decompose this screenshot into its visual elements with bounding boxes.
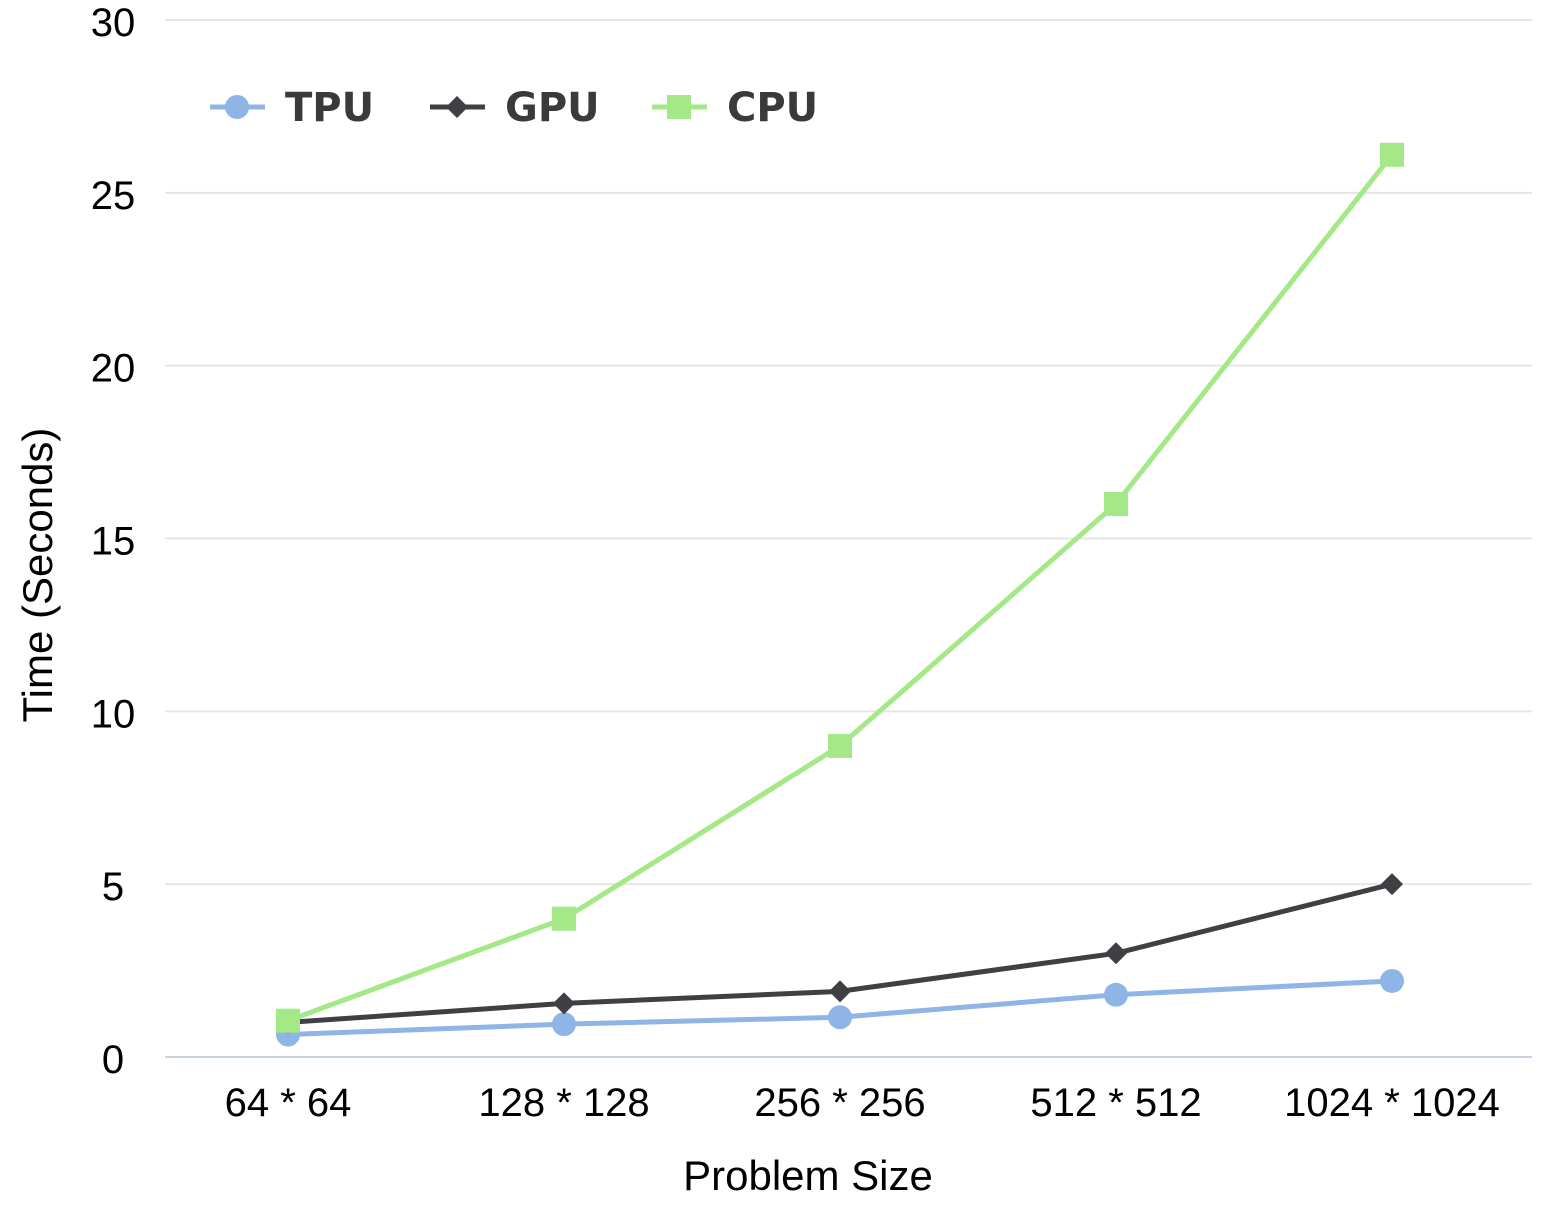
series-tpu <box>276 968 1404 1047</box>
data-point-cpu <box>828 733 852 758</box>
series-line-cpu <box>287 153 1394 1024</box>
legend-marker-tpu <box>225 95 249 119</box>
legend-item-cpu: CPU <box>652 85 818 131</box>
legend: TPU GPU CPU <box>210 85 818 131</box>
y-tick-labels: 0 5 10 15 20 25 30 <box>91 1 136 1082</box>
x-tick-label: 256 * 256 <box>754 1081 925 1125</box>
data-point-gpu <box>553 992 575 1015</box>
x-tick-label: 1024 * 1024 <box>1284 1081 1500 1125</box>
data-point-cpu <box>552 906 576 931</box>
x-axis-title: Problem Size <box>683 1152 933 1199</box>
y-tick-label: 5 <box>102 865 124 909</box>
y-axis-title: Time (Seconds) <box>14 428 61 723</box>
legend-label-tpu: TPU <box>285 85 374 131</box>
data-point-gpu <box>1105 942 1127 965</box>
y-tick-label: 25 <box>91 174 136 218</box>
data-point-gpu <box>829 980 851 1003</box>
series-cpu <box>276 142 1404 1033</box>
legend-marker-gpu <box>446 96 468 118</box>
data-point-tpu <box>1104 982 1128 1007</box>
y-tick-label: 30 <box>91 1 136 45</box>
x-tick-label: 128 * 128 <box>478 1081 649 1125</box>
x-tick-labels: 64 * 64 128 * 128 256 * 256 512 * 512 1024 *… <box>225 1081 1500 1125</box>
legend-item-tpu: TPU <box>210 85 374 131</box>
y-tick-label: 0 <box>102 1038 124 1082</box>
legend-marker-cpu <box>667 95 691 119</box>
data-point-gpu <box>1381 873 1403 896</box>
data-point-tpu <box>1380 968 1404 993</box>
data-point-cpu <box>1104 491 1128 516</box>
y-tick-label: 10 <box>91 692 136 736</box>
legend-item-gpu: GPU <box>430 85 600 131</box>
legend-label-cpu: CPU <box>727 85 818 131</box>
y-tick-label: 15 <box>91 520 136 564</box>
series-group <box>276 142 1404 1047</box>
y-tick-label: 20 <box>91 347 136 391</box>
data-point-cpu <box>1380 142 1404 167</box>
data-point-tpu <box>828 1005 852 1030</box>
grid-lines <box>165 19 1532 1058</box>
legend-label-gpu: GPU <box>505 85 600 131</box>
data-point-tpu <box>552 1012 576 1037</box>
data-point-cpu <box>276 1008 300 1033</box>
x-tick-label: 512 * 512 <box>1030 1081 1201 1125</box>
x-tick-label: 64 * 64 <box>225 1081 352 1125</box>
